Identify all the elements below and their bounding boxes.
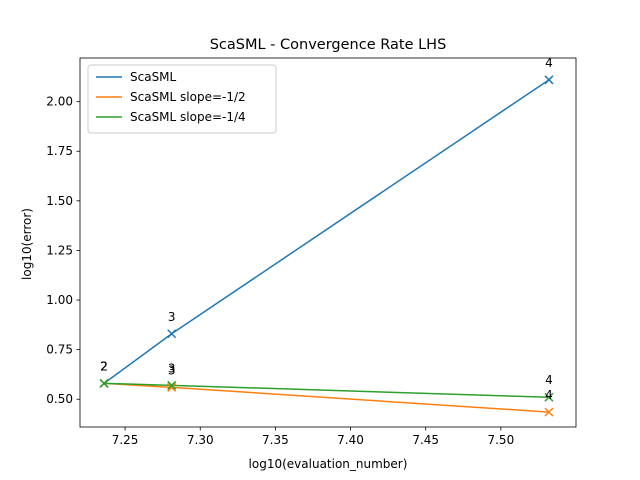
point-label: 4 (545, 373, 553, 387)
y-tick-label: 2.00 (46, 95, 73, 109)
data-point (544, 75, 554, 85)
legend: ScaSML ScaSML slope=-1/2 ScaSML slope=-1/4 (87, 64, 277, 134)
point-label: 3 (168, 363, 176, 377)
point-label: 2 (100, 359, 108, 373)
marker-stroke (167, 329, 177, 339)
x-tick-label: 7.40 (337, 433, 364, 447)
y-tick-label: 0.50 (46, 392, 73, 406)
marker-stroke (544, 75, 554, 85)
marker-stroke (544, 407, 554, 417)
data-point (167, 380, 177, 390)
legend-entry: ScaSML slope=-1/2 (130, 90, 246, 104)
data-point (544, 407, 554, 417)
data-point (167, 329, 177, 339)
legend-entry: ScaSML slope=-1/4 (130, 110, 246, 124)
x-tick-label: 7.50 (487, 433, 514, 447)
legend-box (87, 64, 277, 134)
marker-stroke (167, 380, 177, 390)
marker-stroke (99, 378, 109, 388)
point-label: 4 (545, 388, 553, 402)
marker-stroke (167, 382, 177, 392)
x-tick-label: 7.25 (112, 433, 139, 447)
point-label: 2 (100, 359, 108, 373)
x-axis-label: log10(evaluation_number) (249, 457, 408, 471)
data-point (99, 378, 109, 388)
point-label: 4 (545, 56, 553, 70)
y-axis-label: log10(error) (20, 208, 34, 280)
marker-stroke (544, 392, 554, 402)
y-tick-label: 1.50 (46, 194, 73, 208)
y-tick-label: 1.75 (46, 144, 73, 158)
y-tick-label: 1.00 (46, 293, 73, 307)
point-label: 3 (168, 361, 176, 375)
point-label: 3 (168, 310, 176, 324)
data-point (167, 382, 177, 392)
y-tick-label: 1.25 (46, 243, 73, 257)
data-point (544, 392, 554, 402)
x-tick-label: 7.30 (187, 433, 214, 447)
x-tick-label: 7.45 (412, 433, 439, 447)
chart-title: ScaSML - Convergence Rate LHS (210, 37, 447, 53)
point-label: 2 (100, 359, 108, 373)
y-tick-label: 0.75 (46, 343, 73, 357)
axes-frame (79, 57, 577, 428)
plot-area: 7.25 7.30 7.35 7.40 7.45 7.50 0.50 0.75 1.00 1.25… (46, 56, 577, 447)
x-tick-label: 7.35 (262, 433, 289, 447)
legend-entry: ScaSML (130, 70, 177, 84)
